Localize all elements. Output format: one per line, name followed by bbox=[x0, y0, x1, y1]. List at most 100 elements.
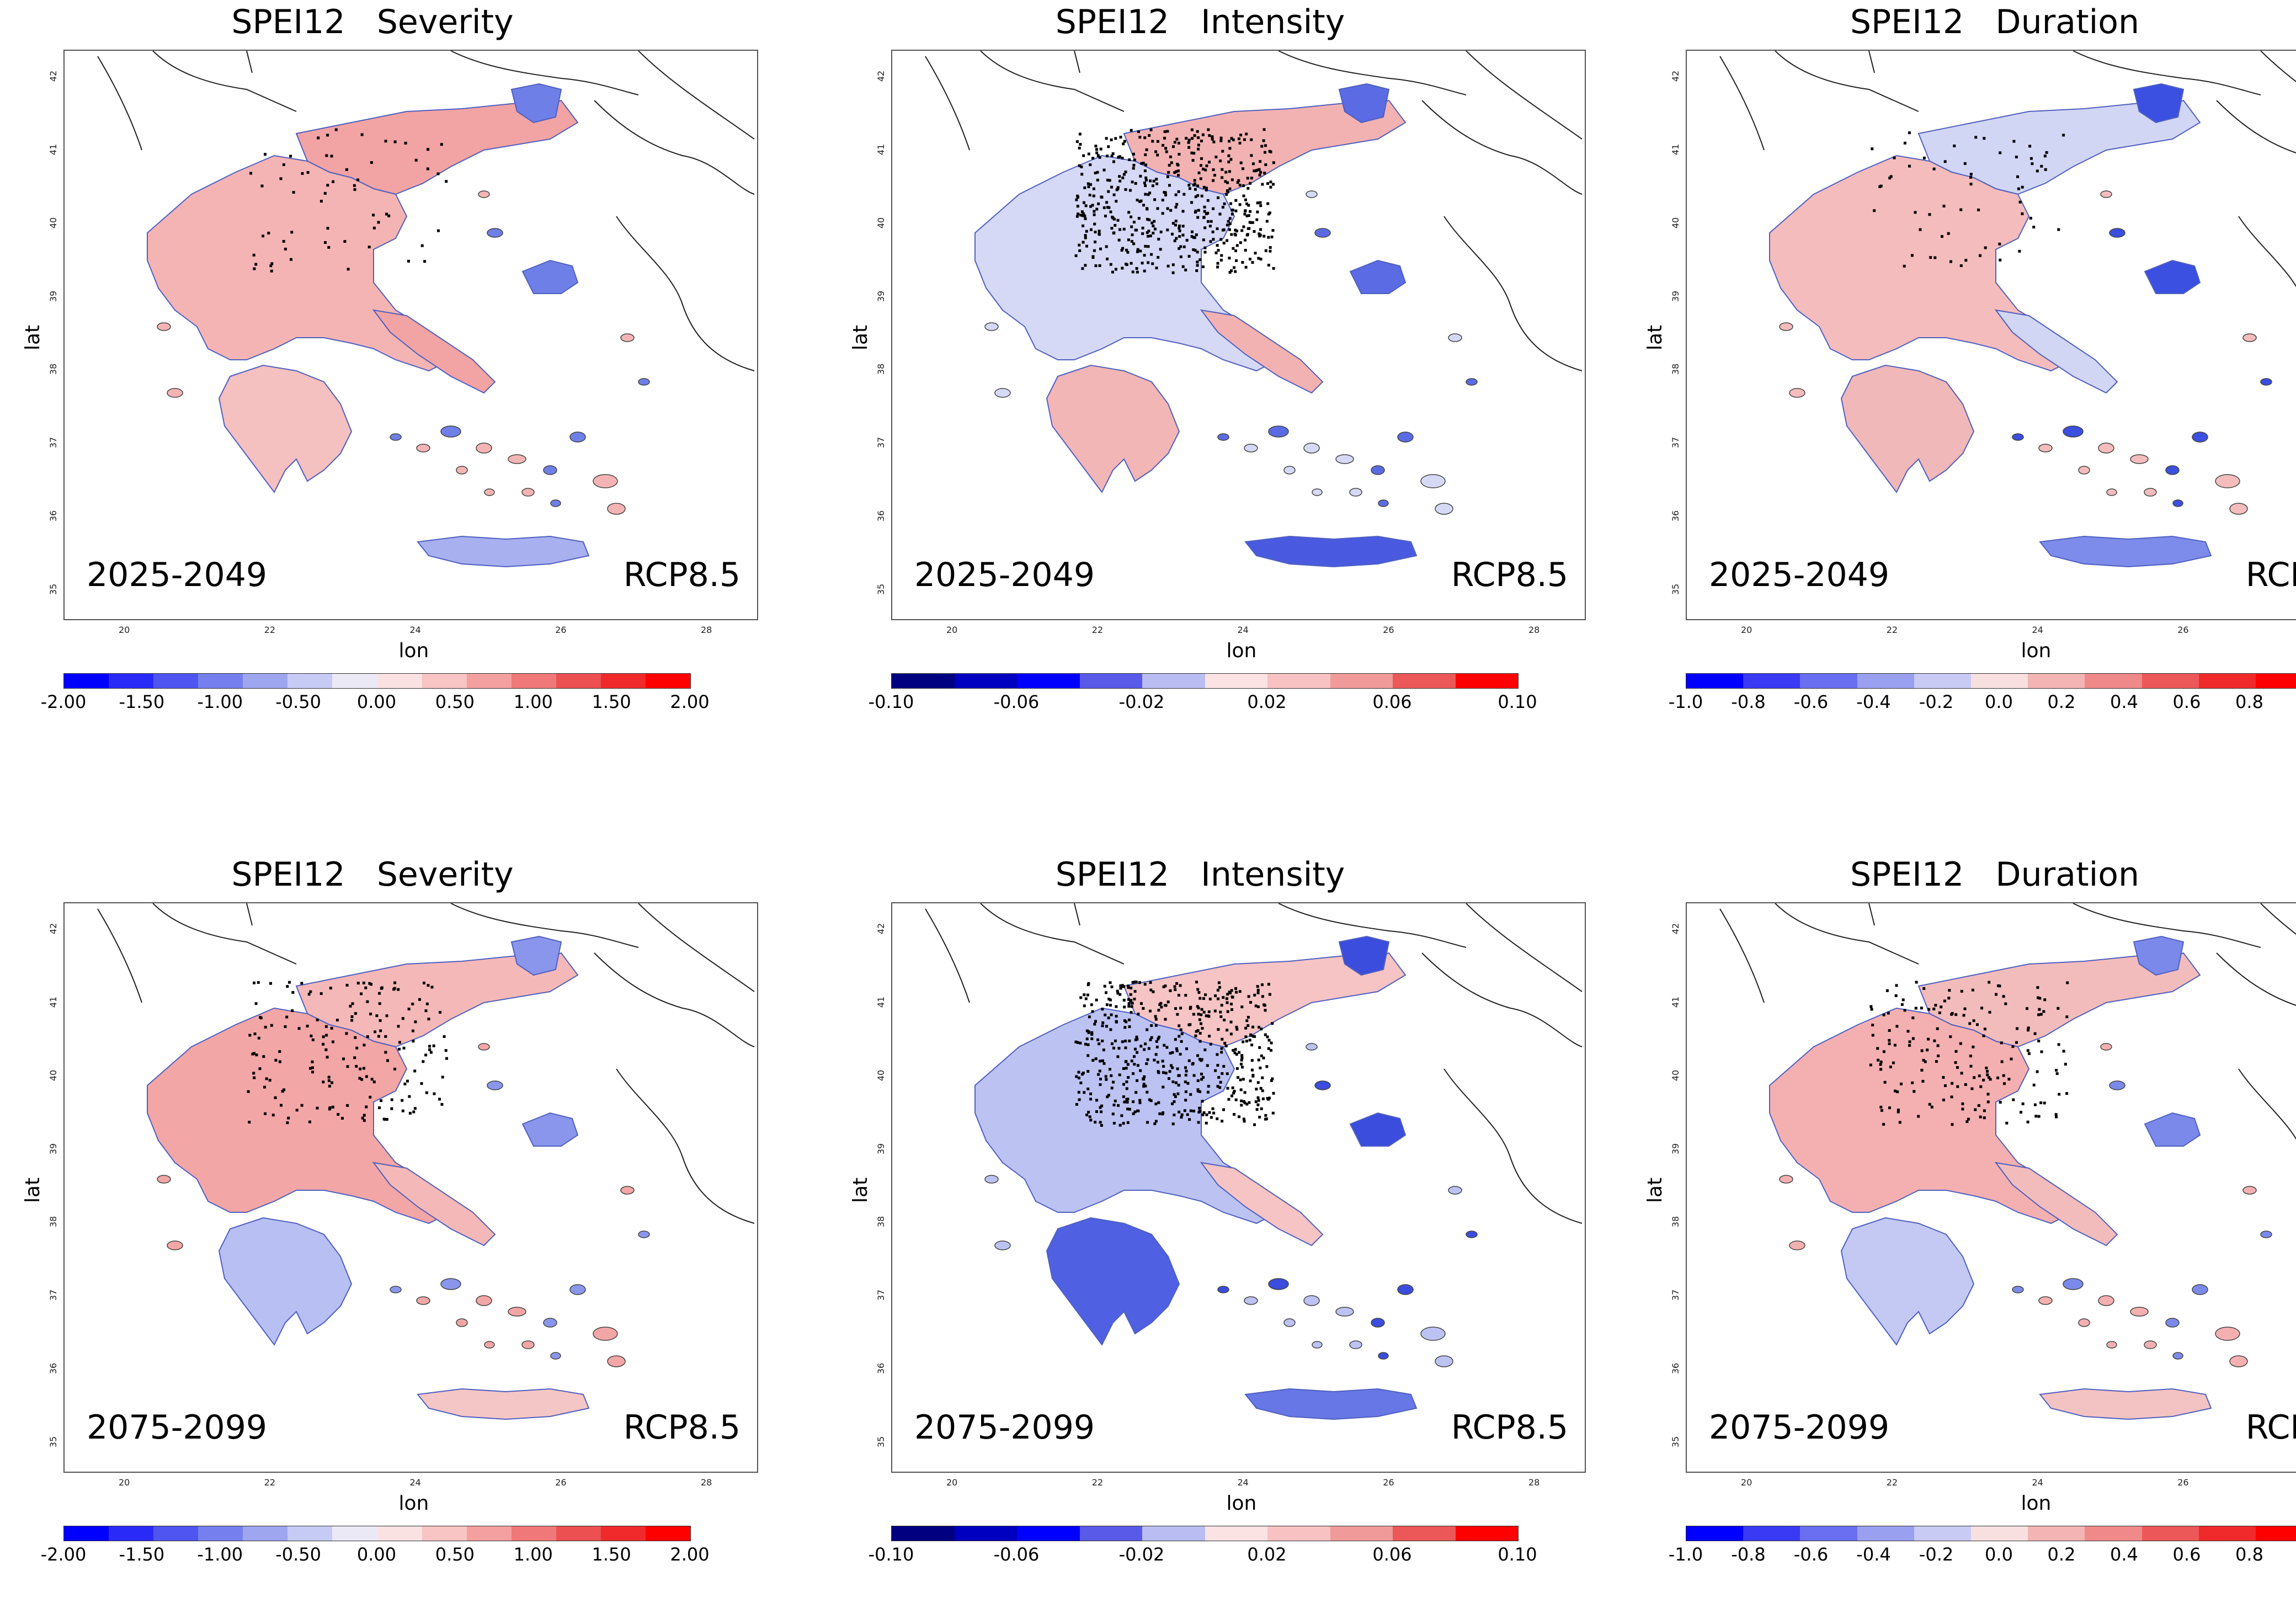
panel-title: SPEI12 Duration bbox=[1850, 855, 2140, 894]
colorbar-swatch bbox=[1142, 674, 1205, 688]
colorbar-tick-label: 0.02 bbox=[1247, 691, 1287, 712]
colorbar-swatch bbox=[64, 1526, 109, 1541]
region-peloponnese bbox=[218, 364, 353, 493]
country-borders bbox=[1719, 51, 2296, 287]
colorbar-swatch bbox=[1857, 674, 1914, 688]
colorbar-swatch bbox=[377, 674, 422, 688]
colorbar-tick-label: -1.00 bbox=[197, 1544, 243, 1565]
colorbar-tick-label: 0.06 bbox=[1372, 1544, 1412, 1565]
island bbox=[620, 1186, 635, 1195]
colorbar-tick-label: 0.4 bbox=[2110, 1544, 2138, 1565]
y-tick-label: 40 bbox=[48, 217, 59, 228]
x-tick-label: 26 bbox=[555, 1477, 567, 1488]
y-tick-label: 39 bbox=[876, 1143, 887, 1154]
colorbar-swatch bbox=[556, 674, 601, 688]
island bbox=[2038, 1296, 2053, 1305]
significance-stipple bbox=[1074, 981, 1275, 1127]
y-tick-label: 41 bbox=[1670, 996, 1681, 1008]
island bbox=[1283, 1318, 1296, 1327]
colorbar-swatch bbox=[1686, 1526, 1744, 1541]
colorbar-tick-label: -1.00 bbox=[197, 691, 243, 712]
colorbar-tick-label: 1.00 bbox=[513, 691, 553, 712]
colorbar-swatch bbox=[1455, 674, 1518, 688]
island bbox=[1448, 333, 1462, 342]
greece-map bbox=[925, 51, 1583, 568]
country-borders bbox=[97, 903, 755, 1224]
significance-stipple bbox=[247, 981, 448, 1125]
colorbar-swatch bbox=[332, 1526, 377, 1541]
y-tick-label: 36 bbox=[876, 510, 887, 522]
x-tick-label: 26 bbox=[555, 625, 567, 635]
island bbox=[1789, 388, 1805, 398]
colorbar-swatch bbox=[600, 674, 646, 688]
colorbar-swatch bbox=[243, 1526, 288, 1541]
y-axis-label: lat bbox=[1644, 324, 1666, 350]
island bbox=[638, 1231, 650, 1238]
island bbox=[1283, 466, 1296, 475]
colorbar-tick-label: -0.6 bbox=[1793, 691, 1829, 712]
region-east1 bbox=[1349, 259, 1407, 294]
map-frame: 2025-2049 RCP8.5 bbox=[1686, 50, 2296, 620]
y-tick-label: 39 bbox=[48, 1143, 59, 1154]
region-east1 bbox=[1349, 1112, 1407, 1147]
significance-stipple bbox=[1074, 128, 1275, 274]
island bbox=[2215, 1327, 2240, 1341]
x-tick-label: 24 bbox=[1237, 625, 1249, 635]
x-tick-label: 22 bbox=[1091, 1477, 1104, 1488]
island bbox=[2215, 474, 2240, 488]
colorbar-swatch bbox=[1267, 1526, 1330, 1541]
colorbar-swatch bbox=[153, 1526, 199, 1541]
colorbar-swatch bbox=[1393, 674, 1456, 688]
colorbar-swatch bbox=[2085, 674, 2142, 688]
y-tick-label: 42 bbox=[48, 70, 59, 82]
colorbar-tick-label: 0.50 bbox=[435, 1544, 475, 1565]
colorbar-swatch bbox=[2198, 674, 2256, 688]
region-euboea bbox=[372, 309, 496, 394]
island bbox=[550, 1352, 561, 1360]
island bbox=[1306, 190, 1318, 198]
scenario-label: RCP8.5 bbox=[623, 556, 741, 594]
colorbar-tick-label: -0.50 bbox=[275, 1544, 322, 1565]
island bbox=[2165, 1318, 2180, 1328]
island bbox=[1420, 474, 1446, 488]
island bbox=[157, 1175, 171, 1184]
map-panel-severity-2025: SPEI12 Severity 2025-2049 RCP8.5 35 36 37 38 39… bbox=[22, 0, 758, 739]
colorbar-swatch bbox=[954, 674, 1017, 688]
scenario-label: RCP8.5 bbox=[1451, 556, 1568, 594]
island bbox=[2229, 503, 2248, 515]
colorbar-swatch bbox=[377, 1526, 422, 1541]
island bbox=[390, 1286, 402, 1293]
island bbox=[994, 388, 1011, 398]
island bbox=[2106, 1341, 2117, 1349]
x-tick-label: 24 bbox=[409, 1477, 421, 1488]
island bbox=[2130, 1307, 2149, 1317]
region-east2 bbox=[2133, 83, 2185, 124]
scenario-label: RCP8.5 bbox=[623, 1408, 741, 1447]
island bbox=[456, 1318, 468, 1327]
country-borders bbox=[97, 51, 755, 371]
colorbar-swatch bbox=[1267, 674, 1330, 688]
island bbox=[569, 1284, 586, 1295]
y-tick-label: 40 bbox=[876, 217, 887, 228]
island bbox=[508, 1307, 526, 1317]
x-axis-label: lon bbox=[1226, 1492, 1257, 1515]
x-tick-label: 26 bbox=[2177, 1477, 2189, 1488]
x-tick-label: 28 bbox=[701, 625, 712, 635]
y-tick-label: 39 bbox=[876, 290, 887, 302]
region-east2 bbox=[2133, 935, 2185, 976]
y-tick-label: 39 bbox=[1670, 1143, 1681, 1154]
country-borders bbox=[925, 51, 1583, 371]
island bbox=[1349, 488, 1362, 497]
y-axis-label: lat bbox=[22, 324, 44, 350]
colorbar-swatch bbox=[511, 1526, 556, 1541]
x-tick-label: 20 bbox=[1741, 1477, 1752, 1488]
island bbox=[1303, 1295, 1320, 1306]
island bbox=[638, 378, 650, 386]
y-axis-label: lat bbox=[1644, 1177, 1666, 1203]
colorbar-swatch bbox=[109, 674, 154, 688]
colorbar bbox=[1686, 673, 2296, 689]
x-axis-label: lon bbox=[2021, 1492, 2052, 1515]
colorbar-swatch bbox=[1079, 674, 1142, 688]
island bbox=[440, 1278, 461, 1290]
y-tick-label: 38 bbox=[48, 1216, 59, 1228]
